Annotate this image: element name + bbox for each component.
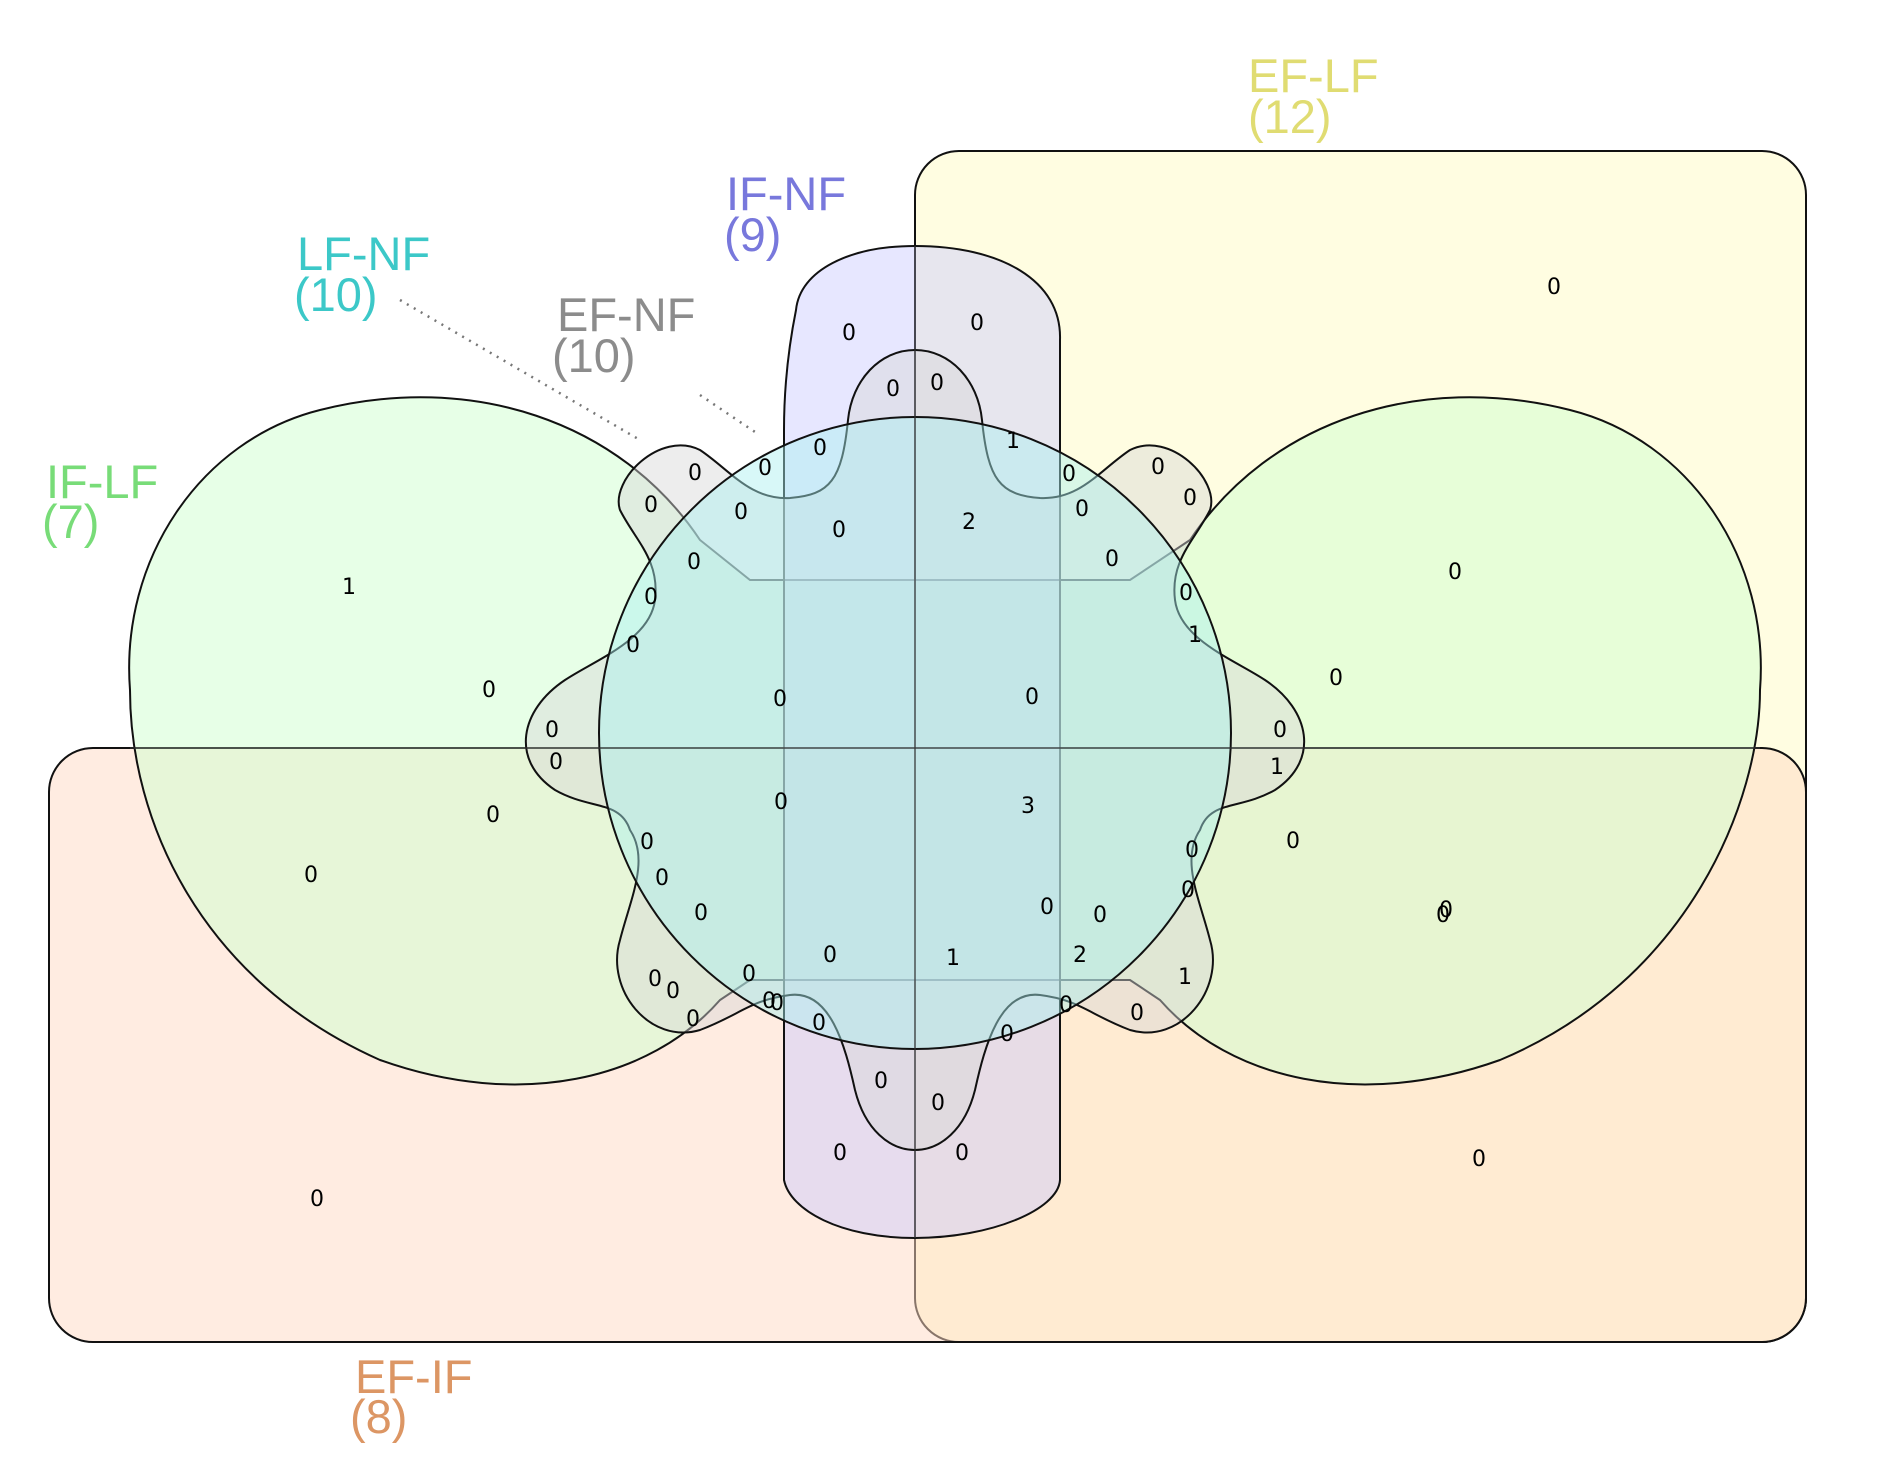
region-count: 0 xyxy=(482,678,496,703)
region-count: 0 xyxy=(640,830,654,855)
set-label-lf-nf-count: (10) xyxy=(294,268,378,321)
region-count: 0 xyxy=(931,1091,945,1116)
region-count: 0 xyxy=(1025,685,1039,710)
region-count: 0 xyxy=(762,989,776,1014)
region-count: 0 xyxy=(874,1069,888,1094)
region-count: 0 xyxy=(842,321,856,346)
region-count: 0 xyxy=(1130,1001,1144,1026)
region-count: 3 xyxy=(1021,794,1035,819)
ef-nf-leader-line xyxy=(699,393,756,434)
region-count: 0 xyxy=(930,371,944,396)
region-count: 0 xyxy=(886,377,900,402)
region-count: 0 xyxy=(1329,666,1343,691)
region-count: 0 xyxy=(1075,497,1089,522)
region-count: 0 xyxy=(1105,547,1119,572)
region-count: 0 xyxy=(734,500,748,525)
region-count: 0 xyxy=(1472,1147,1486,1172)
region-count: 0 xyxy=(549,750,563,775)
region-count: 0 xyxy=(1273,718,1287,743)
set-shape-if-nf xyxy=(783,244,1062,1240)
region-count: 0 xyxy=(648,967,662,992)
region-count: 0 xyxy=(686,1007,700,1032)
set-label-ef-lf-count: (12) xyxy=(1248,90,1332,143)
region-count: 0 xyxy=(310,1187,324,1212)
region-count: 0 xyxy=(644,493,658,518)
region-count: 0 xyxy=(687,550,701,575)
region-count: 1 xyxy=(946,946,960,971)
set-label-if-lf-count: (7) xyxy=(42,495,99,548)
region-count: 0 xyxy=(813,436,827,461)
region-count: 0 xyxy=(1179,581,1193,606)
region-count: 0 xyxy=(1093,903,1107,928)
region-count: 0 xyxy=(486,803,500,828)
set-label-ef-nf-name: EF-NF xyxy=(557,288,695,341)
region-count: 0 xyxy=(812,1011,826,1036)
region-count: 1 xyxy=(1178,965,1192,990)
region-count: 0 xyxy=(655,866,669,891)
region-count: 1 xyxy=(342,575,356,600)
region-count: 1 xyxy=(1006,429,1020,454)
region-count: 0 xyxy=(1547,275,1561,300)
region-count: 0 xyxy=(773,687,787,712)
region-count: 0 xyxy=(1448,560,1462,585)
region-count: 0 xyxy=(666,979,680,1004)
region-count: 0 xyxy=(304,863,318,888)
region-count: 0 xyxy=(1183,486,1197,511)
region-count: 1 xyxy=(1188,623,1202,648)
region-count: 0 xyxy=(833,1141,847,1166)
region-count: 0 xyxy=(1040,895,1054,920)
region-count: 0 xyxy=(1062,462,1076,487)
set-label-ef-if-count: (8) xyxy=(350,1390,407,1443)
region-count: 0 xyxy=(688,461,702,486)
set-label-if-nf-name: IF-NF xyxy=(726,167,846,220)
region-count: 0 xyxy=(832,518,846,543)
region-count: 0 xyxy=(1439,898,1453,923)
region-count: 0 xyxy=(955,1141,969,1166)
set-shape-if-lf xyxy=(128,396,1762,1086)
region-count: 0 xyxy=(970,311,984,336)
region-count: 0 xyxy=(823,943,837,968)
region-count: 0 xyxy=(1185,838,1199,863)
set-label-ef-nf-count: (10) xyxy=(552,329,636,382)
region-count: 2 xyxy=(1073,943,1087,968)
set-label-if-nf-count: (9) xyxy=(724,208,781,261)
region-count: 0 xyxy=(1286,829,1300,854)
region-count: 0 xyxy=(626,633,640,658)
region-count: 0 xyxy=(758,456,772,481)
region-count: 0 xyxy=(694,901,708,926)
set-label-ef-if-name: EF-IF xyxy=(355,1350,472,1403)
set-shapes xyxy=(48,150,1807,1343)
region-count: 0 xyxy=(1000,1022,1014,1047)
region-counts: 0 0 0 0 0 0 0 1 0 0 0 0 0 0 2 0 0 0 0 1 … xyxy=(304,275,1561,1212)
region-count: 0 xyxy=(1181,878,1195,903)
region-count: 0 xyxy=(742,962,756,987)
region-count: 0 xyxy=(1151,455,1165,480)
region-count: 0 xyxy=(774,790,788,815)
region-count: 1 xyxy=(1270,755,1284,780)
region-count: 0 xyxy=(1059,993,1073,1018)
region-count: 0 xyxy=(770,991,784,1016)
set-labels: EF-LF (12) IF-NF (9) LF-NF (10) EF-NF (1… xyxy=(42,49,1379,1443)
set-label-if-lf-name: IF-LF xyxy=(46,455,158,508)
set-label-lf-nf-name: LF-NF xyxy=(297,227,430,280)
region-count: 0 xyxy=(545,718,559,743)
region-count: 0 xyxy=(644,585,658,610)
set-label-ef-lf-name: EF-LF xyxy=(1248,49,1379,102)
region-count: 0 xyxy=(1436,903,1450,928)
region-count: 2 xyxy=(962,510,976,535)
